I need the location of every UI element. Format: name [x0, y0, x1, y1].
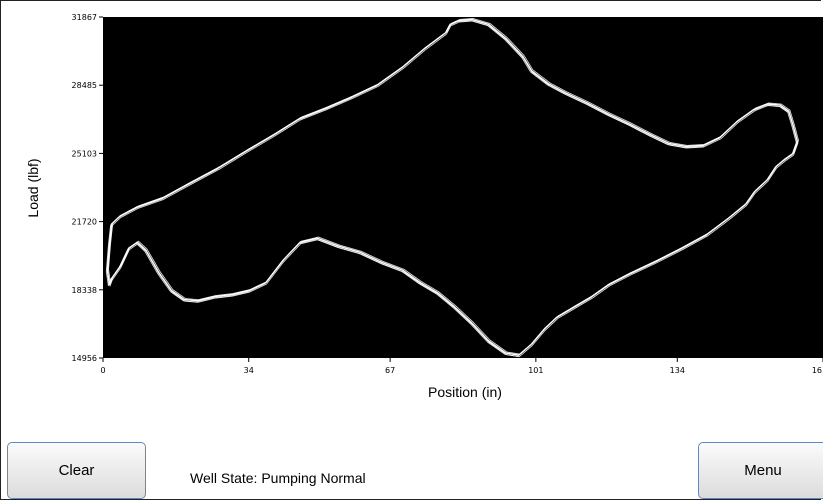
x-tick-label: 101 [528, 366, 543, 375]
series-layer [105, 17, 799, 358]
series-line-overlay [108, 17, 799, 355]
menu-button-label: Menu [744, 462, 782, 479]
menu-button[interactable]: Menu [698, 442, 823, 499]
x-tick-label: 67 [385, 366, 395, 375]
y-tick-label: 18338 [72, 286, 97, 295]
dynamometer-card-chart: 31867 28485 25103 21720 18338 14956 0 34 67 101 1… [25, 13, 823, 400]
x-tick-label: 16 [812, 366, 822, 375]
plot-area [103, 17, 823, 358]
y-axis-title: Load (lbf) [25, 158, 41, 217]
y-tick-label: 25103 [72, 149, 97, 158]
series-line-overlay [107, 20, 799, 358]
y-axis-ticks: 31867 28485 25103 21720 18338 14956 [72, 13, 103, 363]
x-tick-label: 0 [100, 366, 105, 375]
well-state-status: Well State: Pumping Normal [190, 470, 366, 486]
x-tick-label: 134 [670, 366, 685, 375]
x-tick-label: 34 [244, 366, 254, 375]
y-tick-label: 14956 [72, 354, 97, 363]
y-tick-label: 21720 [72, 218, 97, 227]
y-tick-label: 31867 [72, 13, 97, 22]
y-tick-label: 28485 [72, 81, 97, 90]
series-line-overlay [105, 20, 797, 357]
x-axis-ticks: 0 34 67 101 134 16 [100, 358, 823, 375]
x-axis-title: Position (in) [428, 384, 502, 400]
clear-button[interactable]: Clear [7, 442, 146, 499]
clear-button-label: Clear [58, 462, 95, 479]
